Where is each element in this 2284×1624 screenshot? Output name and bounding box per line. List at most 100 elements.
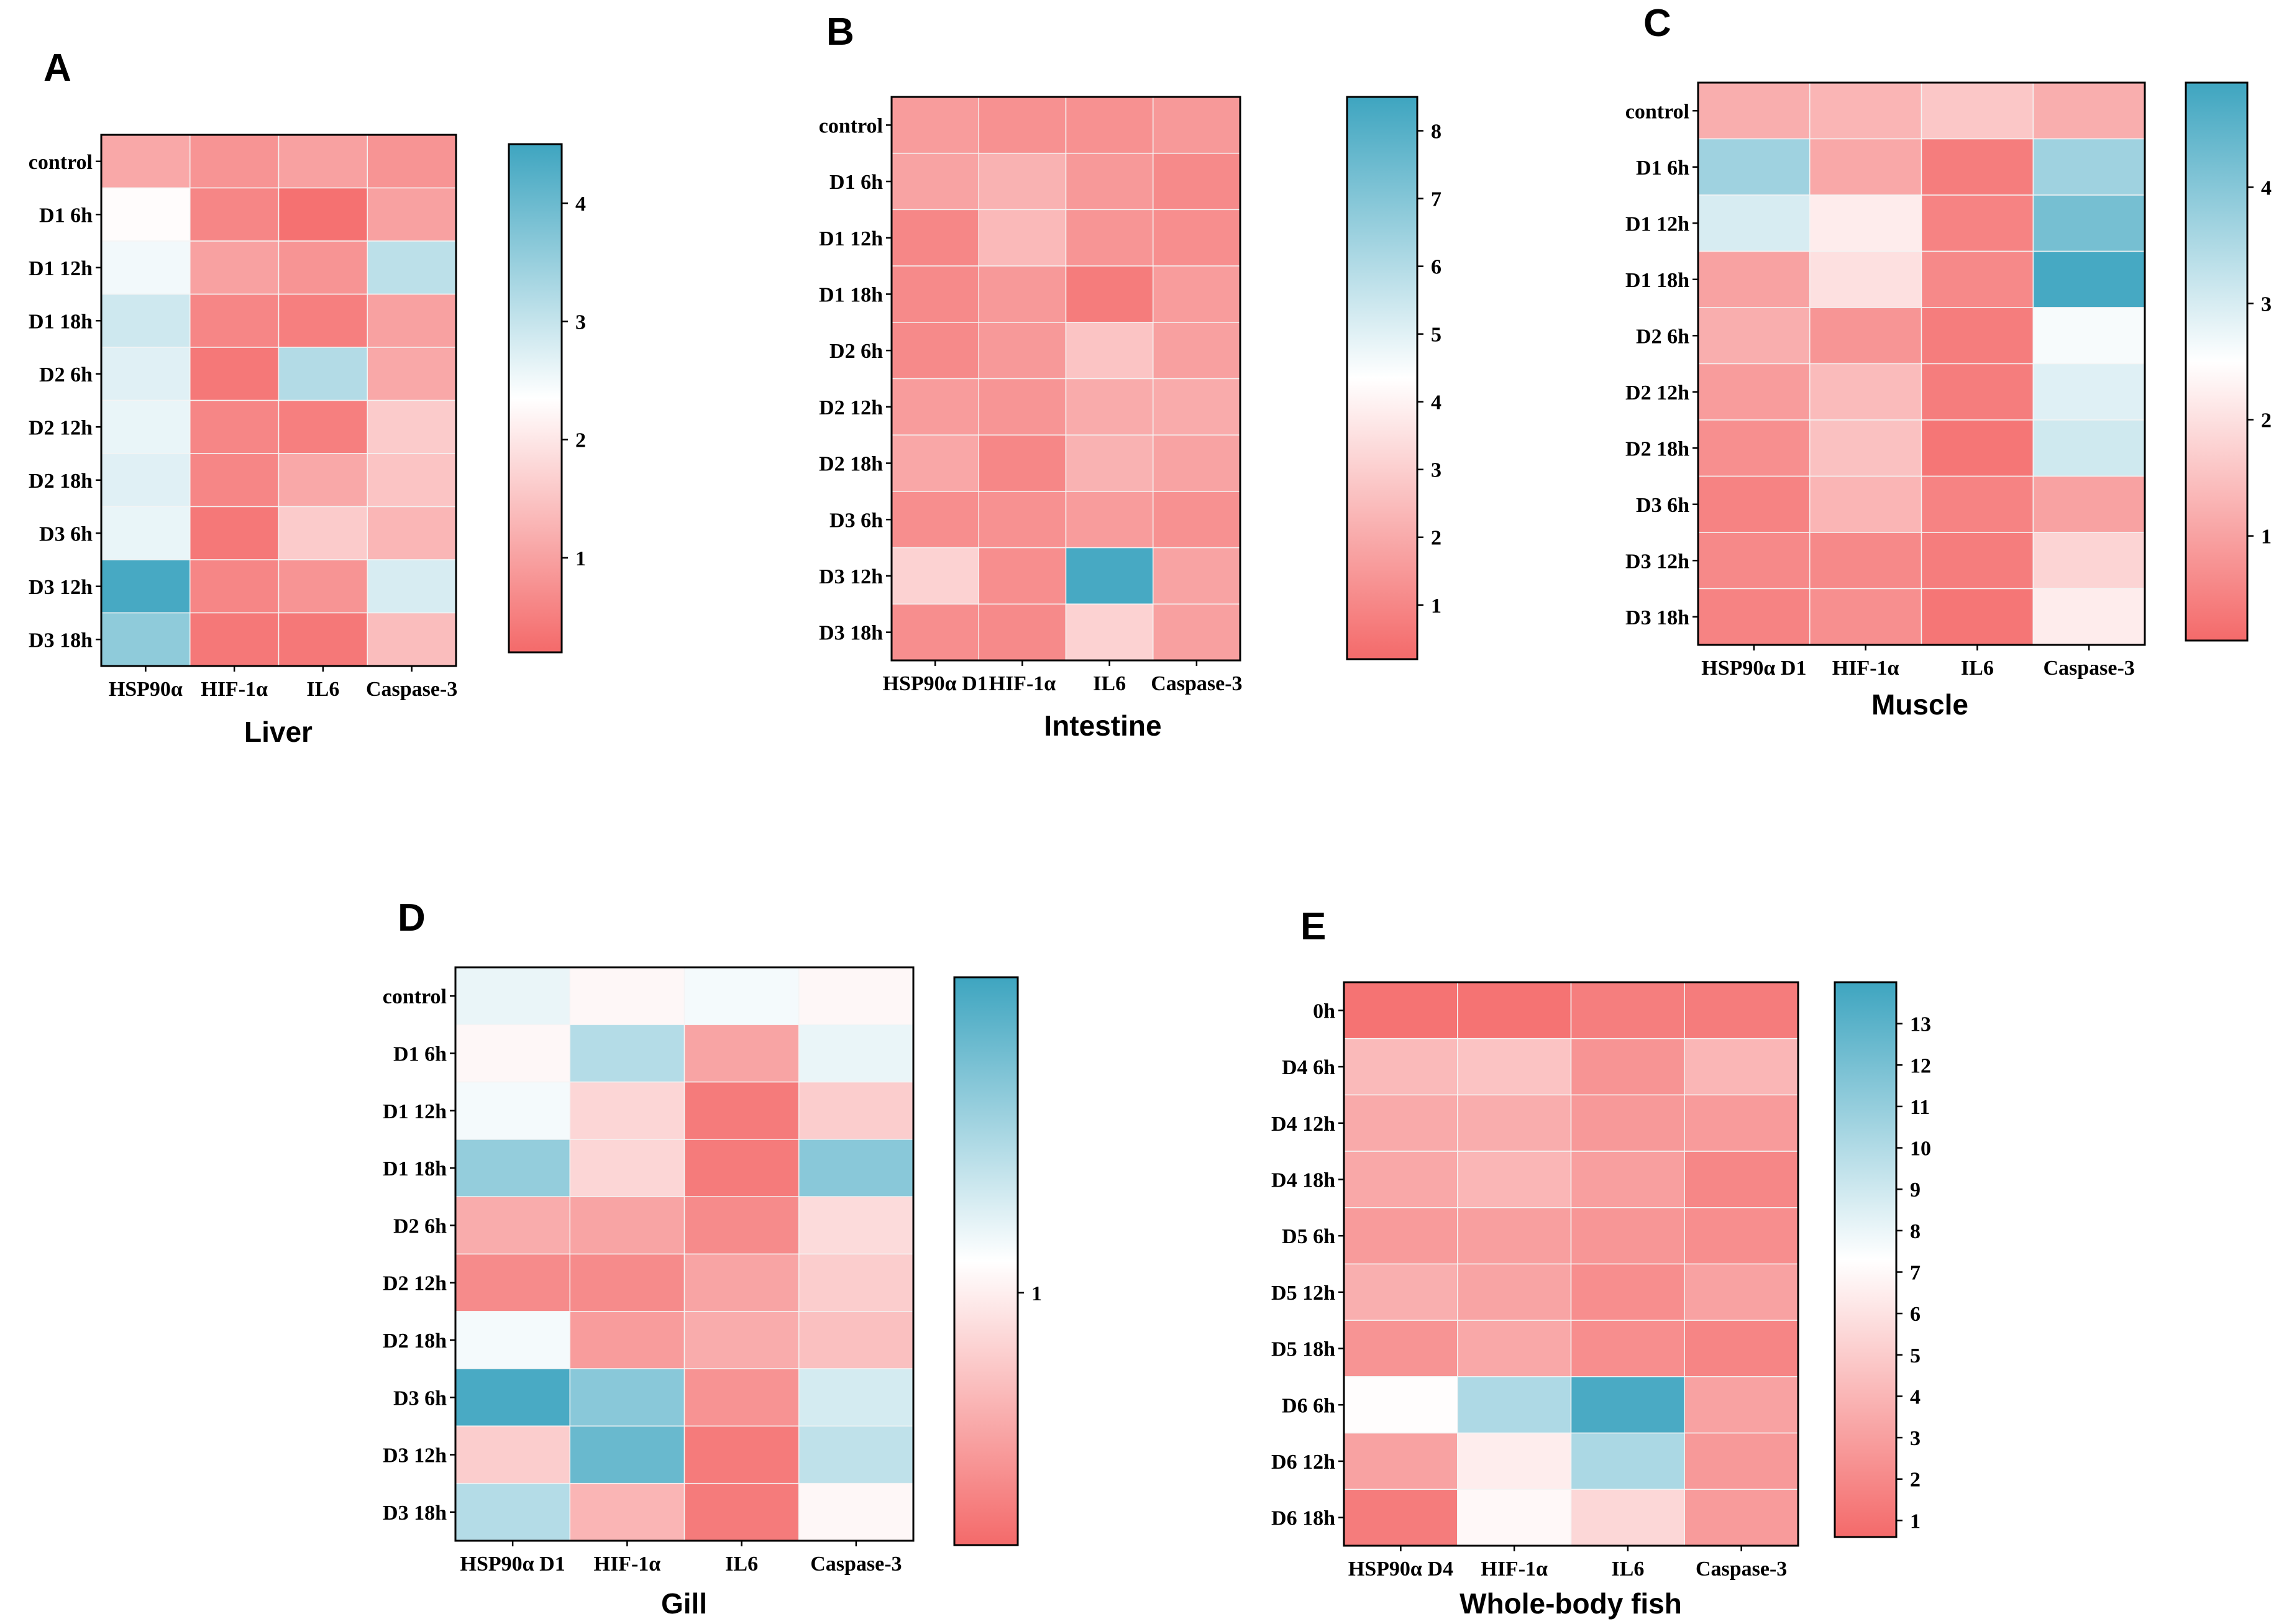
row-label: D3 6h [393, 1387, 447, 1410]
heatmap-cell [891, 603, 979, 661]
row-label: D4 18h [1271, 1169, 1335, 1192]
heatmap-cell [2032, 138, 2145, 196]
row-label: D6 6h [1282, 1394, 1335, 1417]
heatmap-cell [1457, 1320, 1572, 1377]
row-label: D6 12h [1271, 1451, 1335, 1474]
heatmap-cell [1153, 434, 1241, 492]
heatmap-cell [1065, 603, 1154, 661]
colorbar-tick-label: 1 [575, 547, 586, 570]
heatmap-cell [1570, 1376, 1685, 1434]
heatmap-cell [1570, 1038, 1685, 1096]
row-label: D1 12h [819, 227, 883, 250]
panel-title: Intestine [1044, 709, 1161, 742]
row-label: D1 6h [393, 1042, 447, 1065]
row-label: D4 6h [1282, 1056, 1335, 1079]
row-label: control [29, 151, 93, 174]
row-label: D2 6h [393, 1215, 447, 1238]
heatmap-cell [1697, 475, 1811, 533]
heatmap-cell [101, 187, 191, 242]
heatmap-cell [1809, 363, 1922, 421]
heatmap-cell [278, 559, 368, 614]
heatmap-cell [1065, 209, 1154, 267]
heatmap-cell [1570, 1094, 1685, 1152]
heatmap-cell [278, 399, 368, 454]
heatmap-cell [1457, 1207, 1572, 1265]
colorbar-tick-label: 5 [1910, 1344, 1921, 1367]
heatmap-cell [683, 1081, 800, 1140]
heatmap-cell [978, 209, 1067, 267]
row-label: D3 12h [819, 565, 883, 588]
heatmap-cell [1343, 1432, 1458, 1490]
heatmap-cell [1684, 1320, 1799, 1377]
heatmap-cell [278, 506, 368, 560]
heatmap-cell [978, 96, 1067, 154]
row-label: D1 12h [1625, 212, 1689, 235]
heatmap-cell [1921, 138, 2034, 196]
heatmap-cell [455, 1368, 570, 1427]
colorbar-tick-label: 7 [1431, 188, 1441, 211]
heatmap-cell [1921, 532, 2034, 590]
heatmap-cell [798, 1139, 914, 1197]
row-label: D5 18h [1271, 1338, 1335, 1361]
heatmap-cell [367, 612, 457, 667]
column-label: IL6 [306, 678, 339, 701]
heatmap-cell [1153, 378, 1241, 436]
row-label: D3 18h [29, 629, 93, 652]
heatmap-cell [1153, 96, 1241, 154]
heatmap-cell [367, 559, 457, 614]
heatmap-cell [455, 1081, 570, 1140]
heatmap-cell [891, 96, 979, 154]
column-label: HSP90α D1 [1701, 657, 1806, 680]
row-label: D1 18h [29, 310, 93, 333]
heatmap-cell [367, 240, 457, 295]
heatmap-cell [1343, 1151, 1458, 1208]
row-label: D2 18h [819, 453, 883, 476]
heatmap-cell [683, 1311, 800, 1369]
heatmap-cell [190, 240, 280, 295]
colorbar-tick-label: 3 [1910, 1427, 1921, 1450]
row-label: control [383, 985, 447, 1008]
heatmap-cell [278, 240, 368, 295]
heatmap-cell [1570, 1320, 1685, 1377]
column-label: IL6 [1611, 1558, 1644, 1581]
heatmap-cell [1921, 250, 2034, 308]
heatmap-cell [1921, 419, 2034, 477]
colorbar-tick-label: 2 [1431, 527, 1441, 550]
heatmap-cell [367, 453, 457, 508]
row-label: D1 12h [383, 1100, 447, 1123]
colorbar-tick-label: 7 [1910, 1261, 1921, 1284]
column-label: HIF-1α [1481, 1558, 1548, 1581]
heatmap-cell [569, 1482, 685, 1541]
heatmap-cell [1457, 1376, 1572, 1434]
column-label: HIF-1α [201, 678, 268, 701]
heatmap-frame [890, 96, 1241, 662]
heatmap-cell [569, 1425, 685, 1484]
row-label: D3 6h [39, 522, 93, 545]
heatmap-cell [798, 1024, 914, 1083]
heatmap-cell [569, 1368, 685, 1427]
heatmap-cell [455, 1253, 570, 1312]
heatmap-cell [1570, 1489, 1685, 1546]
heatmap-cell [569, 1024, 685, 1083]
row-label: D3 12h [383, 1444, 447, 1467]
heatmap-cell [1809, 307, 1922, 365]
heatmap-cell [978, 547, 1067, 605]
heatmap-cell [1343, 1320, 1458, 1377]
heatmap-cell [891, 322, 979, 380]
heatmap-cell [891, 265, 979, 323]
heatmap-cell [1809, 138, 1922, 196]
column-label: HSP90α [109, 678, 183, 701]
row-label: D3 18h [819, 622, 883, 645]
heatmap-cell [367, 506, 457, 560]
heatmap-cell [2032, 532, 2145, 590]
heatmap-cell [569, 1081, 685, 1140]
heatmap-cell [367, 399, 457, 454]
heatmap-cell [1809, 532, 1922, 590]
heatmap-cell [1153, 322, 1241, 380]
heatmap-cell [1697, 419, 1811, 477]
heatmap-cell [1153, 491, 1241, 549]
heatmap-cell [278, 347, 368, 401]
heatmap-cell [455, 1311, 570, 1369]
column-label: HIF-1α [989, 672, 1056, 695]
heatmap-cell [1697, 307, 1811, 365]
